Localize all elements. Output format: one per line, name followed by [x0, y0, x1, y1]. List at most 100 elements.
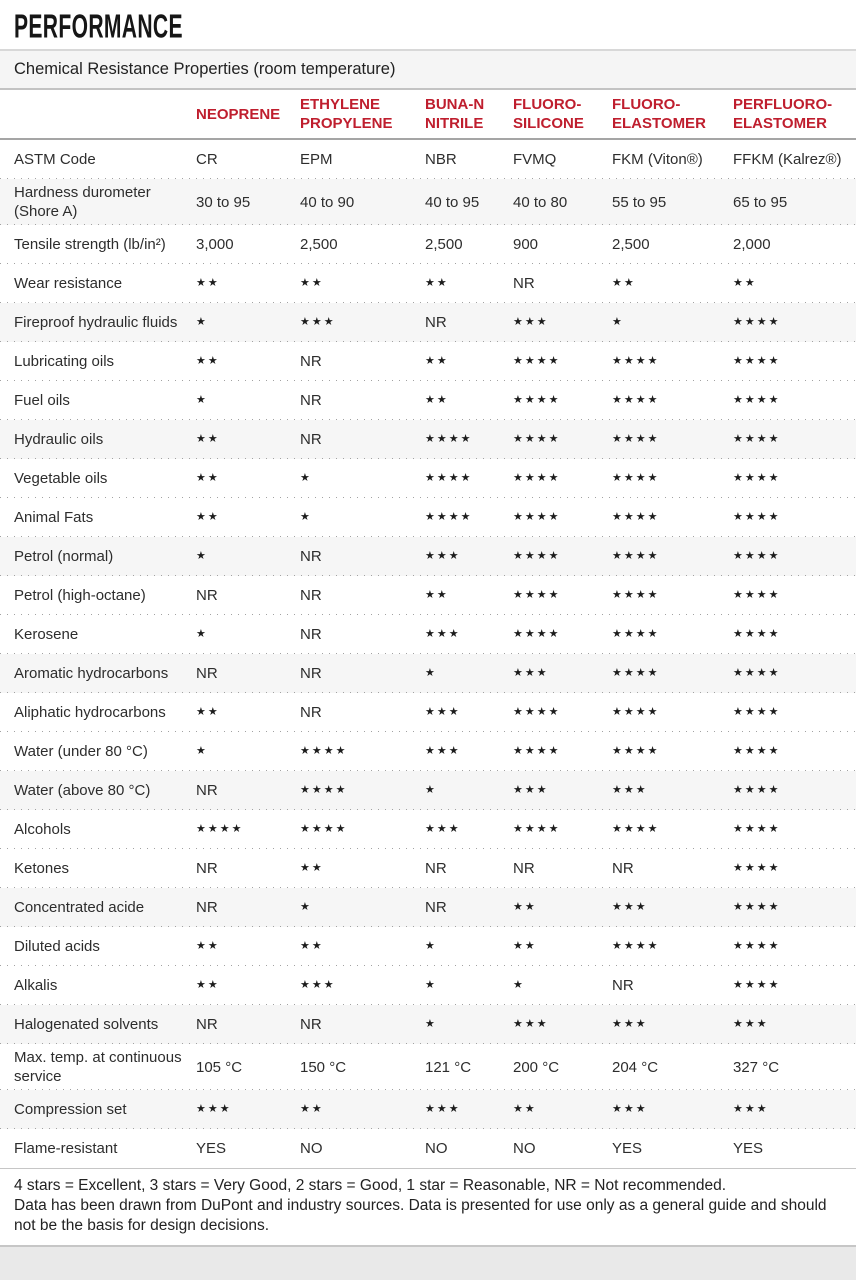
cell: ★★ — [196, 940, 220, 952]
table-row: Hydraulic oils ★★ NR ★★★★ ★★★★ ★★★★ ★★★★ — [0, 420, 856, 459]
table-row: Water (under 80 °C) ★ ★★★★ ★★★ ★★★★ ★★★★ ★★★★ — [0, 732, 856, 771]
row-label: Aliphatic hydrocarbons — [14, 704, 166, 721]
cell: ★★ — [196, 277, 220, 289]
row-label: Hydraulic oils — [14, 431, 104, 448]
cell: 2,500 — [425, 236, 463, 253]
bottom-strip — [0, 1247, 856, 1280]
cell: ★★ — [300, 940, 324, 952]
cell: 2,500 — [612, 236, 650, 253]
cell: NR — [196, 1016, 218, 1033]
row-label: Concentrated acide — [14, 899, 145, 916]
cell: ★ — [196, 316, 208, 328]
cell: 200 °C — [513, 1058, 560, 1076]
disclaimer-text: Data has been drawn from DuPont and indu… — [14, 1197, 827, 1234]
cell: ★★★★ — [513, 472, 561, 484]
cell: ★★★★ — [733, 784, 781, 796]
page-title: PERFORMANCE — [14, 7, 183, 46]
cell: ★★★ — [425, 1103, 461, 1115]
column-header: FLUORO- ELASTOMER — [612, 96, 706, 132]
row-label: Petrol (normal) — [14, 548, 114, 565]
cell: NO — [425, 1140, 448, 1157]
row-label: Tensile strength (lb/in²) — [14, 236, 166, 253]
table-row: Hardness durometer (Shore A) 30 to 95 40 t… — [0, 179, 856, 225]
cell: ★ — [196, 550, 208, 562]
cell: ★ — [425, 667, 437, 679]
cell: ★★ — [300, 1103, 324, 1115]
column-header: PERFLUORO- ELASTOMER — [733, 96, 833, 132]
cell: ★★ — [300, 862, 324, 874]
cell: ★★★★ — [733, 979, 781, 991]
cell: ★★★★ — [733, 667, 781, 679]
cell: ★★★★ — [733, 394, 781, 406]
cell: NR — [196, 587, 218, 604]
row-label: Fireproof hydraulic fluids — [14, 314, 178, 331]
cell: ★★★★ — [733, 940, 781, 952]
cell: ★★★★ — [612, 355, 660, 367]
row-label: Compression set — [14, 1101, 127, 1118]
cell: ★★★★ — [733, 355, 781, 367]
cell: ★★★ — [513, 316, 549, 328]
cell: FKM (Viton®) — [612, 151, 703, 168]
cell: ★★ — [425, 355, 449, 367]
cell: NBR — [425, 151, 457, 168]
cell: ★★★★ — [733, 862, 781, 874]
cell: ★★★ — [612, 901, 648, 913]
cell: ★ — [425, 1018, 437, 1030]
cell: ★★★★ — [733, 901, 781, 913]
cell: 900 — [513, 236, 539, 253]
cell: YES — [733, 1140, 764, 1157]
cell: NR — [513, 860, 535, 877]
cell: YES — [196, 1140, 227, 1157]
cell: 204 °C — [612, 1058, 659, 1076]
table-row: ASTM Code CR EPM NBR FVMQ FKM (Viton®) FFKM (K… — [0, 140, 856, 179]
cell: NR — [196, 899, 218, 916]
cell: ★★★★ — [612, 706, 660, 718]
table-row: Concentrated acide NR ★ NR ★★ ★★★ ★★★★ — [0, 888, 856, 927]
table-header-row: NEOPRENE ETHYLENE PROPYLENE BUNA-N NITRILE… — [0, 90, 856, 140]
cell: 105 °C — [196, 1058, 243, 1076]
row-label: Hardness durometer (Shore A) — [14, 184, 151, 220]
cell: ★★★ — [513, 1018, 549, 1030]
cell: ★ — [300, 472, 312, 484]
cell: NR — [612, 860, 634, 877]
page-header: PERFORMANCE — [0, 0, 856, 49]
cell: ★★★★ — [300, 784, 348, 796]
cell: NR — [196, 860, 218, 877]
table-row: Ketones NR ★★ NR NR NR ★★★★ — [0, 849, 856, 888]
cell: NR — [300, 431, 322, 448]
table-row: Water (above 80 °C) NR ★★★★ ★ ★★★ ★★★ ★★★★ — [0, 771, 856, 810]
table-row: Petrol (high-octane) NR NR ★★ ★★★★ ★★★★ ★★★★ — [0, 576, 856, 615]
cell: NR — [196, 782, 218, 799]
cell: ★★★★ — [513, 511, 561, 523]
cell: ★★★★ — [612, 940, 660, 952]
cell: ★★★★ — [513, 628, 561, 640]
cell: ★★ — [612, 277, 636, 289]
cell: ★★★★ — [513, 745, 561, 757]
table-row: Aromatic hydrocarbons NR NR ★ ★★★ ★★★★ ★★★★ — [0, 654, 856, 693]
cell: ★★ — [513, 940, 537, 952]
cell: ★★★ — [300, 316, 336, 328]
row-label: Max. temp. at continuous service — [14, 1049, 182, 1085]
cell: ★★★★ — [612, 823, 660, 835]
row-label: Alcohols — [14, 821, 71, 838]
cell: NR — [513, 275, 535, 292]
cell: 30 to 95 — [196, 193, 251, 211]
cell: FVMQ — [513, 151, 557, 168]
table-row: Fireproof hydraulic fluids ★ ★★★ NR ★★★ ★ ★★★★ — [0, 303, 856, 342]
cell: ★★★★ — [733, 433, 781, 445]
cell: ★★ — [196, 511, 220, 523]
row-label: Lubricating oils — [14, 353, 115, 370]
table-row: Tensile strength (lb/in²) 3,000 2,500 2,500… — [0, 225, 856, 264]
cell: ★★★★ — [425, 472, 473, 484]
cell: ★★★★ — [612, 550, 660, 562]
cell: 150 °C — [300, 1058, 347, 1076]
cell: ★★ — [300, 277, 324, 289]
cell: CR — [196, 151, 218, 168]
row-label: Diluted acids — [14, 938, 100, 955]
cell: ★★★★ — [733, 472, 781, 484]
table-row: Compression set ★★★ ★★ ★★★ ★★ ★★★ ★★★ — [0, 1090, 856, 1129]
table-body: ASTM Code CR EPM NBR FVMQ FKM (Viton®) FFKM (K… — [0, 140, 856, 1168]
cell: ★★ — [425, 394, 449, 406]
cell: ★★★★ — [612, 628, 660, 640]
